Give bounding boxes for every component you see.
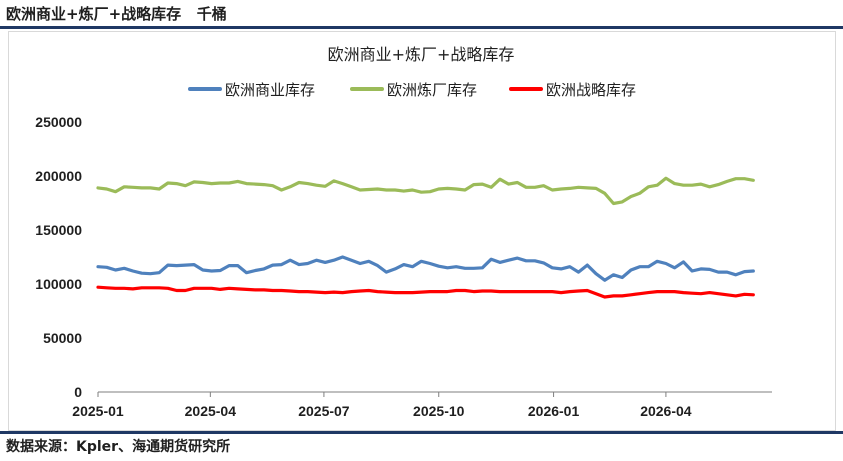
legend-label-2: 欧洲炼厂库存: [387, 81, 477, 99]
x-tick-label: 2025-10: [413, 403, 465, 419]
series-line-3: [96, 285, 755, 299]
header-title: 欧洲商业+炼厂+战略库存 千桶: [6, 5, 227, 23]
chart-legend: 欧洲商业库存 欧洲炼厂库存 欧洲战略库存: [188, 81, 636, 99]
series-line-1: [96, 255, 755, 282]
x-tick-label: 2025-01: [72, 403, 124, 419]
legend-label-1: 欧洲商业库存: [225, 81, 315, 99]
y-tick-label: 250000: [35, 114, 82, 130]
series-lines: [96, 176, 755, 299]
x-axis: 2025-01 2025-04 2025-07 2025-10 2026-01 2026-…: [72, 391, 772, 419]
top-rule: [0, 26, 843, 29]
chart-panel: [8, 31, 836, 431]
y-tick-label: 100000: [35, 276, 82, 292]
source-note: 数据来源：Kpler、海通期货研究所: [6, 439, 231, 455]
x-tick-label: 2025-07: [298, 403, 350, 419]
bottom-rule: [0, 431, 843, 434]
y-tick-label: 200000: [35, 168, 82, 184]
x-tick-label: 2025-04: [185, 403, 237, 419]
x-tick-label: 2026-01: [528, 403, 580, 419]
legend-label-3: 欧洲战略库存: [546, 81, 636, 99]
x-tick-label: 2026-04: [640, 403, 692, 419]
series-line-2: [96, 176, 755, 206]
y-tick-label: 50000: [43, 330, 82, 346]
chart-title: 欧洲商业+炼厂+战略库存: [328, 45, 515, 64]
y-tick-label: 150000: [35, 222, 82, 238]
y-tick-label: 0: [74, 384, 82, 400]
y-axis: 0 50000 100000 150000 200000 250000: [35, 114, 82, 400]
